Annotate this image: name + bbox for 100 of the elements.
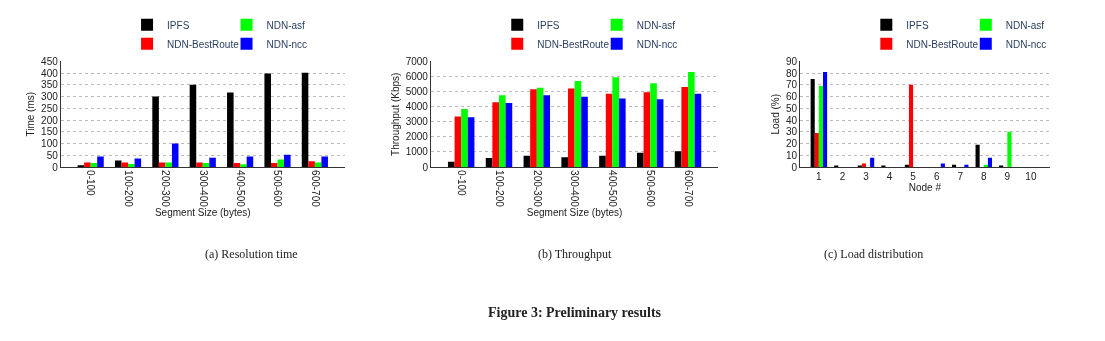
bar [599, 155, 606, 168]
x-tick-label: 100-200 [122, 170, 134, 208]
y-tick-label: 30 [785, 126, 798, 138]
legend-label: NDN-ncc [636, 38, 678, 50]
x-tick-label: 7 [957, 171, 964, 183]
x-tick-label: 400-500 [607, 170, 619, 208]
bar [814, 133, 819, 168]
bar [857, 165, 862, 168]
bar [881, 165, 886, 168]
y-tick-label: 0 [52, 161, 59, 173]
bar [999, 165, 1004, 168]
bar [530, 89, 537, 168]
bar [240, 164, 247, 168]
bar [485, 158, 493, 168]
legend-label: NDN-asf [1005, 19, 1045, 31]
bar [636, 152, 644, 168]
legend-label: NDN-ncc [1005, 38, 1047, 50]
bar [694, 93, 702, 168]
y-tick-label: 150 [41, 126, 59, 138]
legend-label: NDN-asf [266, 19, 306, 31]
bar [834, 165, 839, 168]
bar [308, 161, 315, 168]
x-tick-label: 0-100 [85, 170, 97, 197]
bar [314, 162, 322, 168]
bar [612, 77, 620, 168]
y-tick-label: 3000 [405, 116, 429, 128]
bar [128, 164, 135, 168]
bar [810, 79, 815, 168]
bar [536, 87, 544, 168]
legend-label: NDN-BestRoute [167, 38, 240, 50]
bar [870, 157, 875, 168]
bar [688, 71, 695, 168]
legend-label: IPFS [906, 19, 929, 31]
y-tick-label: 4000 [405, 101, 429, 113]
bar [822, 71, 828, 168]
bar [619, 98, 626, 168]
bar [97, 156, 104, 168]
caption: Figure 3: Preliminary results [488, 305, 662, 320]
bar [202, 163, 210, 168]
y-tick-label: 60 [785, 91, 798, 103]
bar [908, 84, 914, 168]
y-axis-title: Time (ms) [25, 91, 37, 137]
legend-label: NDN-BestRoute [537, 38, 610, 50]
bar [171, 143, 179, 168]
y-tick-label: 5000 [405, 86, 429, 98]
y-tick-label: 90 [785, 55, 798, 67]
legend-label: IPFS [167, 19, 190, 31]
x-axis-title: Segment Size (bytes) [154, 207, 251, 219]
text: (b) Throughput [538, 247, 613, 261]
bar [134, 158, 142, 168]
bar [650, 83, 657, 168]
x-tick-label: 5 [910, 171, 917, 183]
bar [264, 73, 271, 168]
x-tick-label: 500-600 [644, 170, 656, 208]
x-tick-label: 0-100 [455, 170, 467, 197]
bar [674, 151, 682, 168]
x-tick-label: 3 [863, 171, 870, 183]
x-tick-label: 400-500 [234, 170, 246, 208]
y-tick-label: 7000 [405, 55, 429, 67]
bar [681, 87, 689, 168]
x-tick-label: 6 [933, 171, 940, 183]
y-tick-label: 80 [785, 67, 798, 79]
legend-label: NDN-ncc [266, 38, 308, 50]
bar [233, 163, 241, 168]
y-axis-title: Load (%) [769, 93, 781, 135]
x-tick-label: 9 [1004, 171, 1011, 183]
y-tick-label: 450 [41, 55, 59, 67]
bar [189, 84, 197, 168]
bar [196, 162, 203, 168]
x-tick-label: 200-300 [160, 170, 172, 208]
y-tick-label: 0 [422, 161, 429, 173]
x-tick-label: 300-400 [197, 170, 209, 208]
bar [574, 81, 582, 168]
bar [975, 144, 980, 168]
x-tick-label: 600-700 [682, 170, 694, 208]
bar [656, 99, 664, 168]
y-tick-label: 10 [785, 149, 798, 161]
x-tick-label: 1 [816, 171, 823, 183]
bar [492, 102, 499, 168]
x-axis-title: Node # [908, 182, 942, 194]
text: (a) Resolution time [205, 247, 298, 261]
x-axis-title: Segment Size (bytes) [526, 207, 623, 219]
bar [581, 96, 588, 168]
bar [152, 96, 159, 168]
y-tick-label: 40 [785, 114, 798, 126]
bar [461, 108, 468, 168]
bar [447, 161, 455, 168]
bar [498, 95, 506, 168]
legend-label: IPFS [537, 19, 560, 31]
bar [543, 95, 551, 168]
bar [227, 92, 234, 168]
x-tick-label: 200-300 [531, 170, 543, 208]
y-tick-label: 300 [41, 91, 59, 103]
y-tick-label: 350 [41, 79, 59, 91]
x-tick-label: 500-600 [272, 170, 284, 208]
text: (c) Load distribution [824, 247, 924, 261]
x-tick-label: 4 [886, 171, 893, 183]
y-tick-label: 400 [41, 67, 59, 79]
bar [321, 156, 328, 168]
bar [90, 163, 98, 168]
